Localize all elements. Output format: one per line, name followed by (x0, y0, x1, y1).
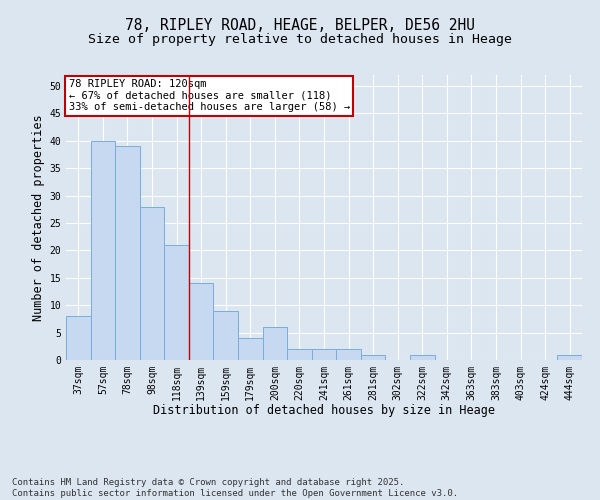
Bar (361, 354, 385, 360)
Bar (287, 349, 312, 360)
Text: Contains HM Land Registry data © Crown copyright and database right 2025.
Contai: Contains HM Land Registry data © Crown c… (12, 478, 458, 498)
Text: 78, RIPLEY ROAD, HEAGE, BELPER, DE56 2HU: 78, RIPLEY ROAD, HEAGE, BELPER, DE56 2HU (125, 18, 475, 32)
Bar (91, 141, 115, 360)
Bar (557, 354, 582, 360)
Bar (164, 245, 189, 360)
Bar (263, 327, 287, 360)
Bar (312, 349, 336, 360)
Bar (140, 206, 164, 360)
Bar (189, 284, 214, 360)
Bar (336, 349, 361, 360)
Bar (410, 354, 434, 360)
Bar (66, 316, 91, 360)
Text: 78 RIPLEY ROAD: 120sqm
← 67% of detached houses are smaller (118)
33% of semi-de: 78 RIPLEY ROAD: 120sqm ← 67% of detached… (68, 80, 350, 112)
X-axis label: Distribution of detached houses by size in Heage: Distribution of detached houses by size … (153, 404, 495, 417)
Text: Size of property relative to detached houses in Heage: Size of property relative to detached ho… (88, 32, 512, 46)
Bar (238, 338, 263, 360)
Y-axis label: Number of detached properties: Number of detached properties (32, 114, 45, 321)
Bar (115, 146, 140, 360)
Bar (214, 310, 238, 360)
